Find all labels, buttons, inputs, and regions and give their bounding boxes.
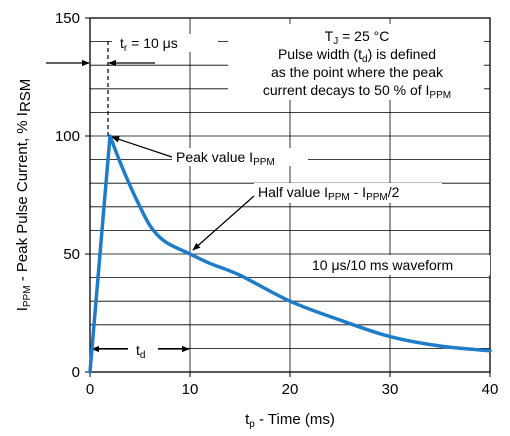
decays-label: current decays to 50 % of IPPM — [263, 82, 451, 101]
tr-label-bg — [112, 34, 218, 52]
as-point-label: as the point where the peak — [271, 64, 444, 80]
td-label: td — [136, 342, 145, 361]
half-label-bg — [254, 183, 442, 203]
ticks — [85, 17, 491, 377]
x-tick-label: 0 — [86, 381, 94, 398]
td-label-bg — [128, 340, 158, 360]
y-tick-label: 0 — [72, 364, 80, 381]
peak-label-bg — [172, 148, 308, 166]
tr-label: tr = 10 μs — [120, 35, 178, 54]
tj-note-bg — [228, 24, 484, 100]
pulse-width-label: Pulse width (td) is defined — [278, 46, 436, 65]
series-line — [88, 134, 492, 374]
tj-label: TJ = 25 °C — [325, 28, 390, 47]
x-tick-label: 10 — [182, 381, 199, 398]
peak-arrow — [111, 136, 173, 158]
tick-labels: 0 10 20 30 40 0 50 100 150 — [55, 10, 498, 398]
y-tick-label: 50 — [63, 246, 80, 263]
y-tick-label: 150 — [55, 10, 80, 27]
half-label: Half value IPPM - IPPM/2 — [258, 184, 400, 203]
y-tick-label: 100 — [55, 128, 80, 145]
x-tick-label: 40 — [482, 381, 499, 398]
waveform-label: 10 μs/10 ms waveform — [312, 257, 453, 273]
x-tick-label: 30 — [382, 381, 399, 398]
peak-label: Peak value IPPM — [176, 149, 275, 168]
y-axis-title: IPPM - Peak Pulse Current, % IRSM — [14, 79, 34, 312]
waveform-label-bg — [304, 255, 490, 275]
x-tick-label: 20 — [282, 381, 299, 398]
x-axis-title: tp - Time (ms) — [245, 411, 335, 430]
half-arrow — [192, 195, 255, 251]
